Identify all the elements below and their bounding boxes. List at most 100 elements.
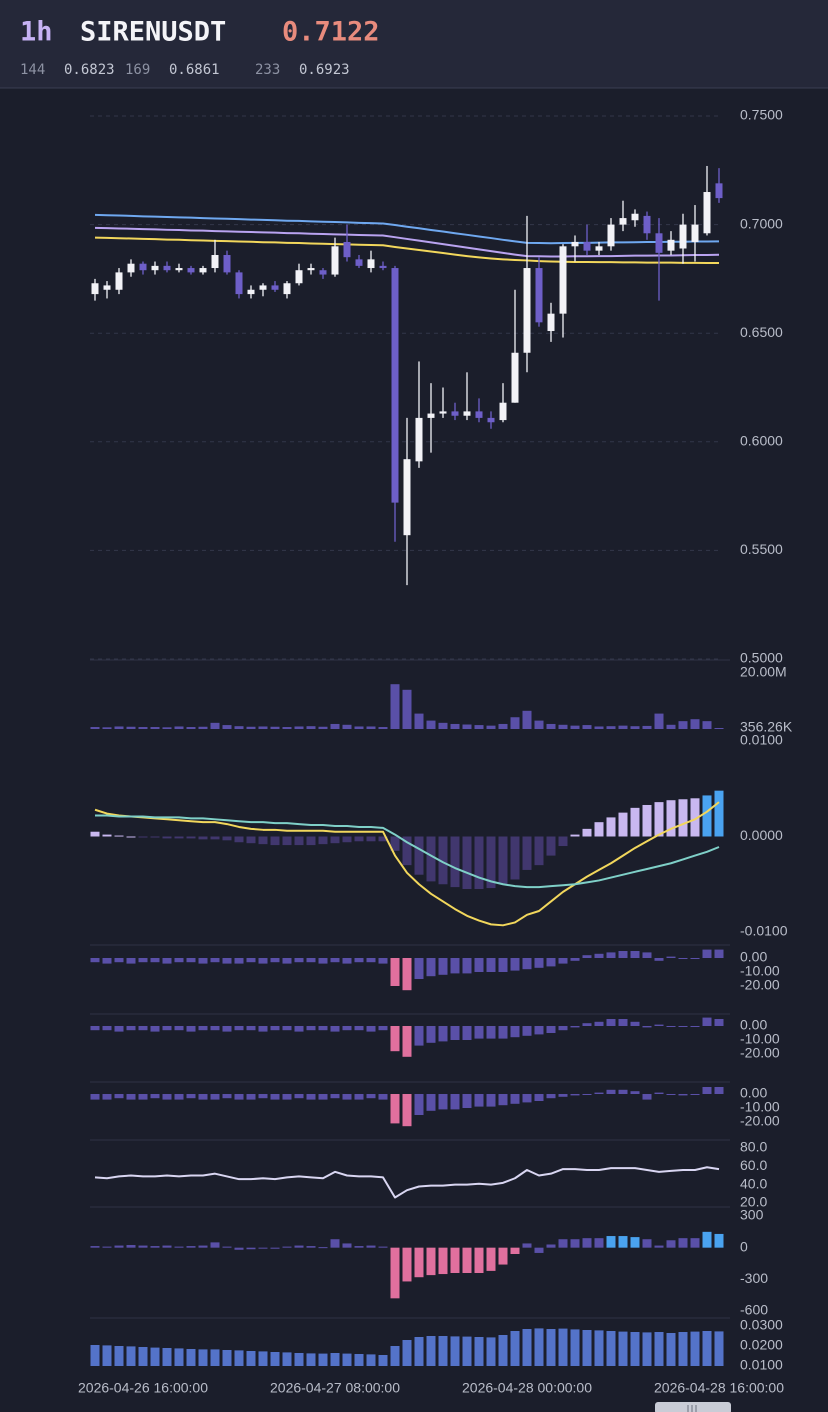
x-tick-label: 2026-04-28 00:00:00 xyxy=(462,1380,592,1396)
bar xyxy=(306,1353,316,1366)
bar xyxy=(318,836,328,845)
candle-body xyxy=(379,265,387,269)
bar xyxy=(222,1246,232,1248)
bar xyxy=(522,710,532,729)
candle-body xyxy=(151,265,159,271)
bar xyxy=(90,727,100,729)
bar xyxy=(174,1094,184,1100)
bar xyxy=(462,1247,472,1273)
interval[interactable]: 1h xyxy=(20,17,53,48)
last-price: 0.7122 xyxy=(282,17,380,48)
bar xyxy=(150,836,160,838)
bar xyxy=(126,836,136,838)
y-tick-label: 0.00 xyxy=(740,949,767,965)
bar xyxy=(702,721,712,729)
bar xyxy=(594,822,604,837)
bar xyxy=(594,953,604,958)
bar xyxy=(702,1017,712,1026)
candle-body xyxy=(367,259,375,269)
bar xyxy=(222,958,232,964)
candle-body xyxy=(247,289,255,295)
bar xyxy=(234,1350,244,1366)
bar xyxy=(714,728,724,730)
scroll-thumb[interactable] xyxy=(655,1402,731,1412)
bar xyxy=(90,831,100,837)
candle-body xyxy=(199,268,207,273)
bar xyxy=(198,1349,208,1366)
candle-body xyxy=(475,411,483,418)
bar xyxy=(210,1026,220,1031)
bar xyxy=(510,1331,520,1366)
bar xyxy=(534,720,544,729)
candle-body xyxy=(307,268,315,271)
bar xyxy=(282,1352,292,1366)
bar xyxy=(642,804,652,837)
bar xyxy=(126,1346,136,1366)
bar xyxy=(234,726,244,729)
bar xyxy=(486,1026,496,1039)
candle-body xyxy=(715,183,723,199)
bar xyxy=(174,1246,184,1248)
scroll-handle[interactable] xyxy=(655,1402,731,1412)
bar xyxy=(462,836,472,890)
bar xyxy=(234,1094,244,1100)
candle-body xyxy=(175,268,183,271)
bar xyxy=(654,1024,664,1026)
candle-body xyxy=(535,268,543,323)
bar xyxy=(582,1330,592,1366)
bar xyxy=(546,1329,556,1366)
bar xyxy=(378,836,388,842)
bar xyxy=(402,689,412,729)
bar xyxy=(702,949,712,958)
candle-body xyxy=(403,459,411,536)
bar xyxy=(498,1094,508,1106)
y-tick-label: -10.00 xyxy=(740,963,780,979)
bar xyxy=(162,1094,172,1100)
y-tick-label: 0.0000 xyxy=(740,827,783,843)
bar xyxy=(402,958,412,991)
bar xyxy=(714,1331,724,1366)
bar xyxy=(426,1094,436,1111)
candle-body xyxy=(691,224,699,242)
bar xyxy=(690,1238,700,1248)
bar xyxy=(270,836,280,846)
bar xyxy=(642,1094,652,1100)
bar xyxy=(258,726,268,729)
candle-body xyxy=(283,283,291,295)
bar xyxy=(654,713,664,729)
candle-body xyxy=(235,272,243,295)
bar xyxy=(294,1353,304,1366)
bar xyxy=(678,721,688,729)
bar xyxy=(342,1094,352,1100)
y-tick-label: 0.5000 xyxy=(740,650,783,666)
bar xyxy=(522,958,532,970)
bar xyxy=(678,799,688,837)
y-tick-label: 0.7000 xyxy=(740,215,783,231)
bar xyxy=(186,1246,196,1248)
bar xyxy=(498,723,508,729)
bar xyxy=(186,958,196,963)
bar xyxy=(390,836,400,851)
bar xyxy=(90,1345,100,1366)
bar xyxy=(426,1247,436,1276)
y-tick-label: 60.0 xyxy=(740,1157,767,1173)
indicator-line xyxy=(94,236,719,265)
symbol[interactable]: SIRENUSDT xyxy=(80,17,226,48)
indicator-line xyxy=(94,801,720,927)
bar xyxy=(342,836,352,843)
candle-body xyxy=(547,313,555,332)
bar xyxy=(378,1026,388,1031)
bar xyxy=(618,812,628,837)
bar xyxy=(114,1346,124,1366)
bar xyxy=(234,958,244,964)
bar xyxy=(414,1026,424,1046)
bar xyxy=(522,1026,532,1036)
candle-body xyxy=(103,285,111,290)
candle-body xyxy=(319,270,327,275)
bar xyxy=(678,1026,688,1027)
bar xyxy=(150,958,160,963)
bar xyxy=(378,1094,388,1100)
bar xyxy=(294,1094,304,1099)
bar xyxy=(702,1087,712,1094)
bar xyxy=(714,1233,724,1248)
